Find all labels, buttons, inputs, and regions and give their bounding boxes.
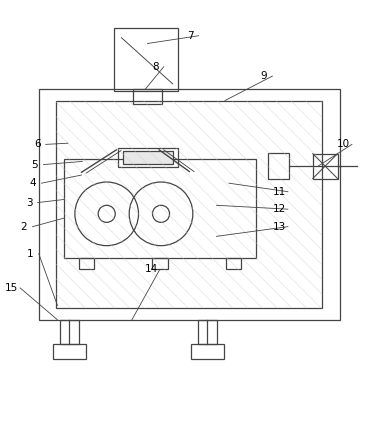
Text: 8: 8 xyxy=(152,62,159,72)
Bar xyxy=(79,258,94,269)
Text: 2: 2 xyxy=(21,221,28,232)
Bar xyxy=(191,344,223,359)
Bar xyxy=(226,258,241,269)
Text: 13: 13 xyxy=(273,221,286,232)
Bar xyxy=(198,320,217,344)
Text: 1: 1 xyxy=(27,249,34,259)
Text: 4: 4 xyxy=(29,178,36,188)
Text: 3: 3 xyxy=(26,197,33,208)
Text: 11: 11 xyxy=(273,187,286,197)
Bar xyxy=(152,258,168,269)
Bar xyxy=(53,344,86,359)
Text: 10: 10 xyxy=(337,139,350,149)
Bar xyxy=(133,89,162,104)
Text: 5: 5 xyxy=(31,160,38,169)
Bar xyxy=(268,153,289,179)
Text: 9: 9 xyxy=(260,71,267,81)
Text: 15: 15 xyxy=(5,283,18,293)
Text: 6: 6 xyxy=(34,139,41,149)
Bar xyxy=(56,101,322,308)
Bar xyxy=(123,151,173,164)
Bar xyxy=(60,320,79,344)
Text: 7: 7 xyxy=(187,31,194,41)
Bar xyxy=(64,159,256,258)
Bar xyxy=(114,28,178,91)
Text: 12: 12 xyxy=(273,204,286,214)
Bar xyxy=(313,154,338,178)
Bar xyxy=(39,89,340,320)
Text: 14: 14 xyxy=(145,264,158,274)
Bar xyxy=(118,148,178,167)
